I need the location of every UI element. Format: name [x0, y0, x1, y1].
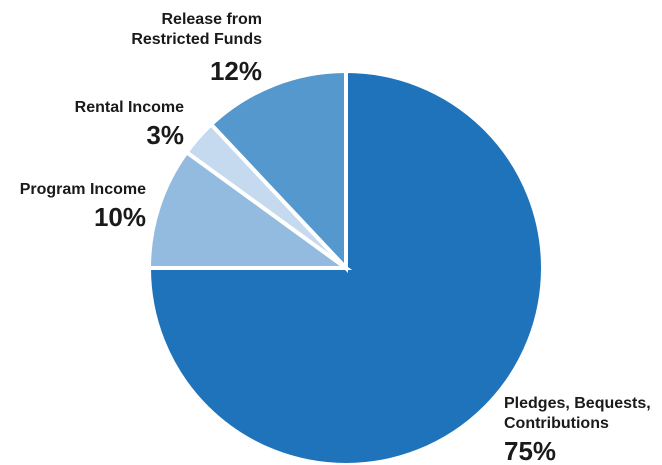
slice-pledges — [146, 68, 545, 465]
label-pledges-line-1: Pledges, Bequests, — [504, 395, 651, 412]
label-program-income: Program Income 10% — [20, 181, 146, 232]
label-release-funds: Release from Restricted Funds 12% — [131, 11, 262, 86]
label-release-funds-line-1: Release from — [162, 11, 263, 28]
label-pledges: Pledges, Bequests, Contributions 75% — [504, 395, 651, 465]
slice-program-income — [146, 149, 353, 270]
label-program-income-percent: 10% — [94, 202, 146, 232]
label-rental-income-line-1: Rental Income — [75, 99, 184, 116]
label-pledges-percent: 75% — [504, 436, 556, 465]
pie-slices — [146, 68, 545, 465]
label-rental-income: Rental Income 3% — [75, 99, 184, 150]
label-rental-income-percent: 3% — [146, 120, 184, 150]
label-release-funds-line-2: Restricted Funds — [131, 31, 262, 48]
label-program-income-line-1: Program Income — [20, 181, 146, 198]
label-pledges-line-2: Contributions — [504, 415, 609, 432]
label-release-funds-percent: 12% — [210, 56, 262, 86]
slice-release-funds — [208, 68, 348, 274]
